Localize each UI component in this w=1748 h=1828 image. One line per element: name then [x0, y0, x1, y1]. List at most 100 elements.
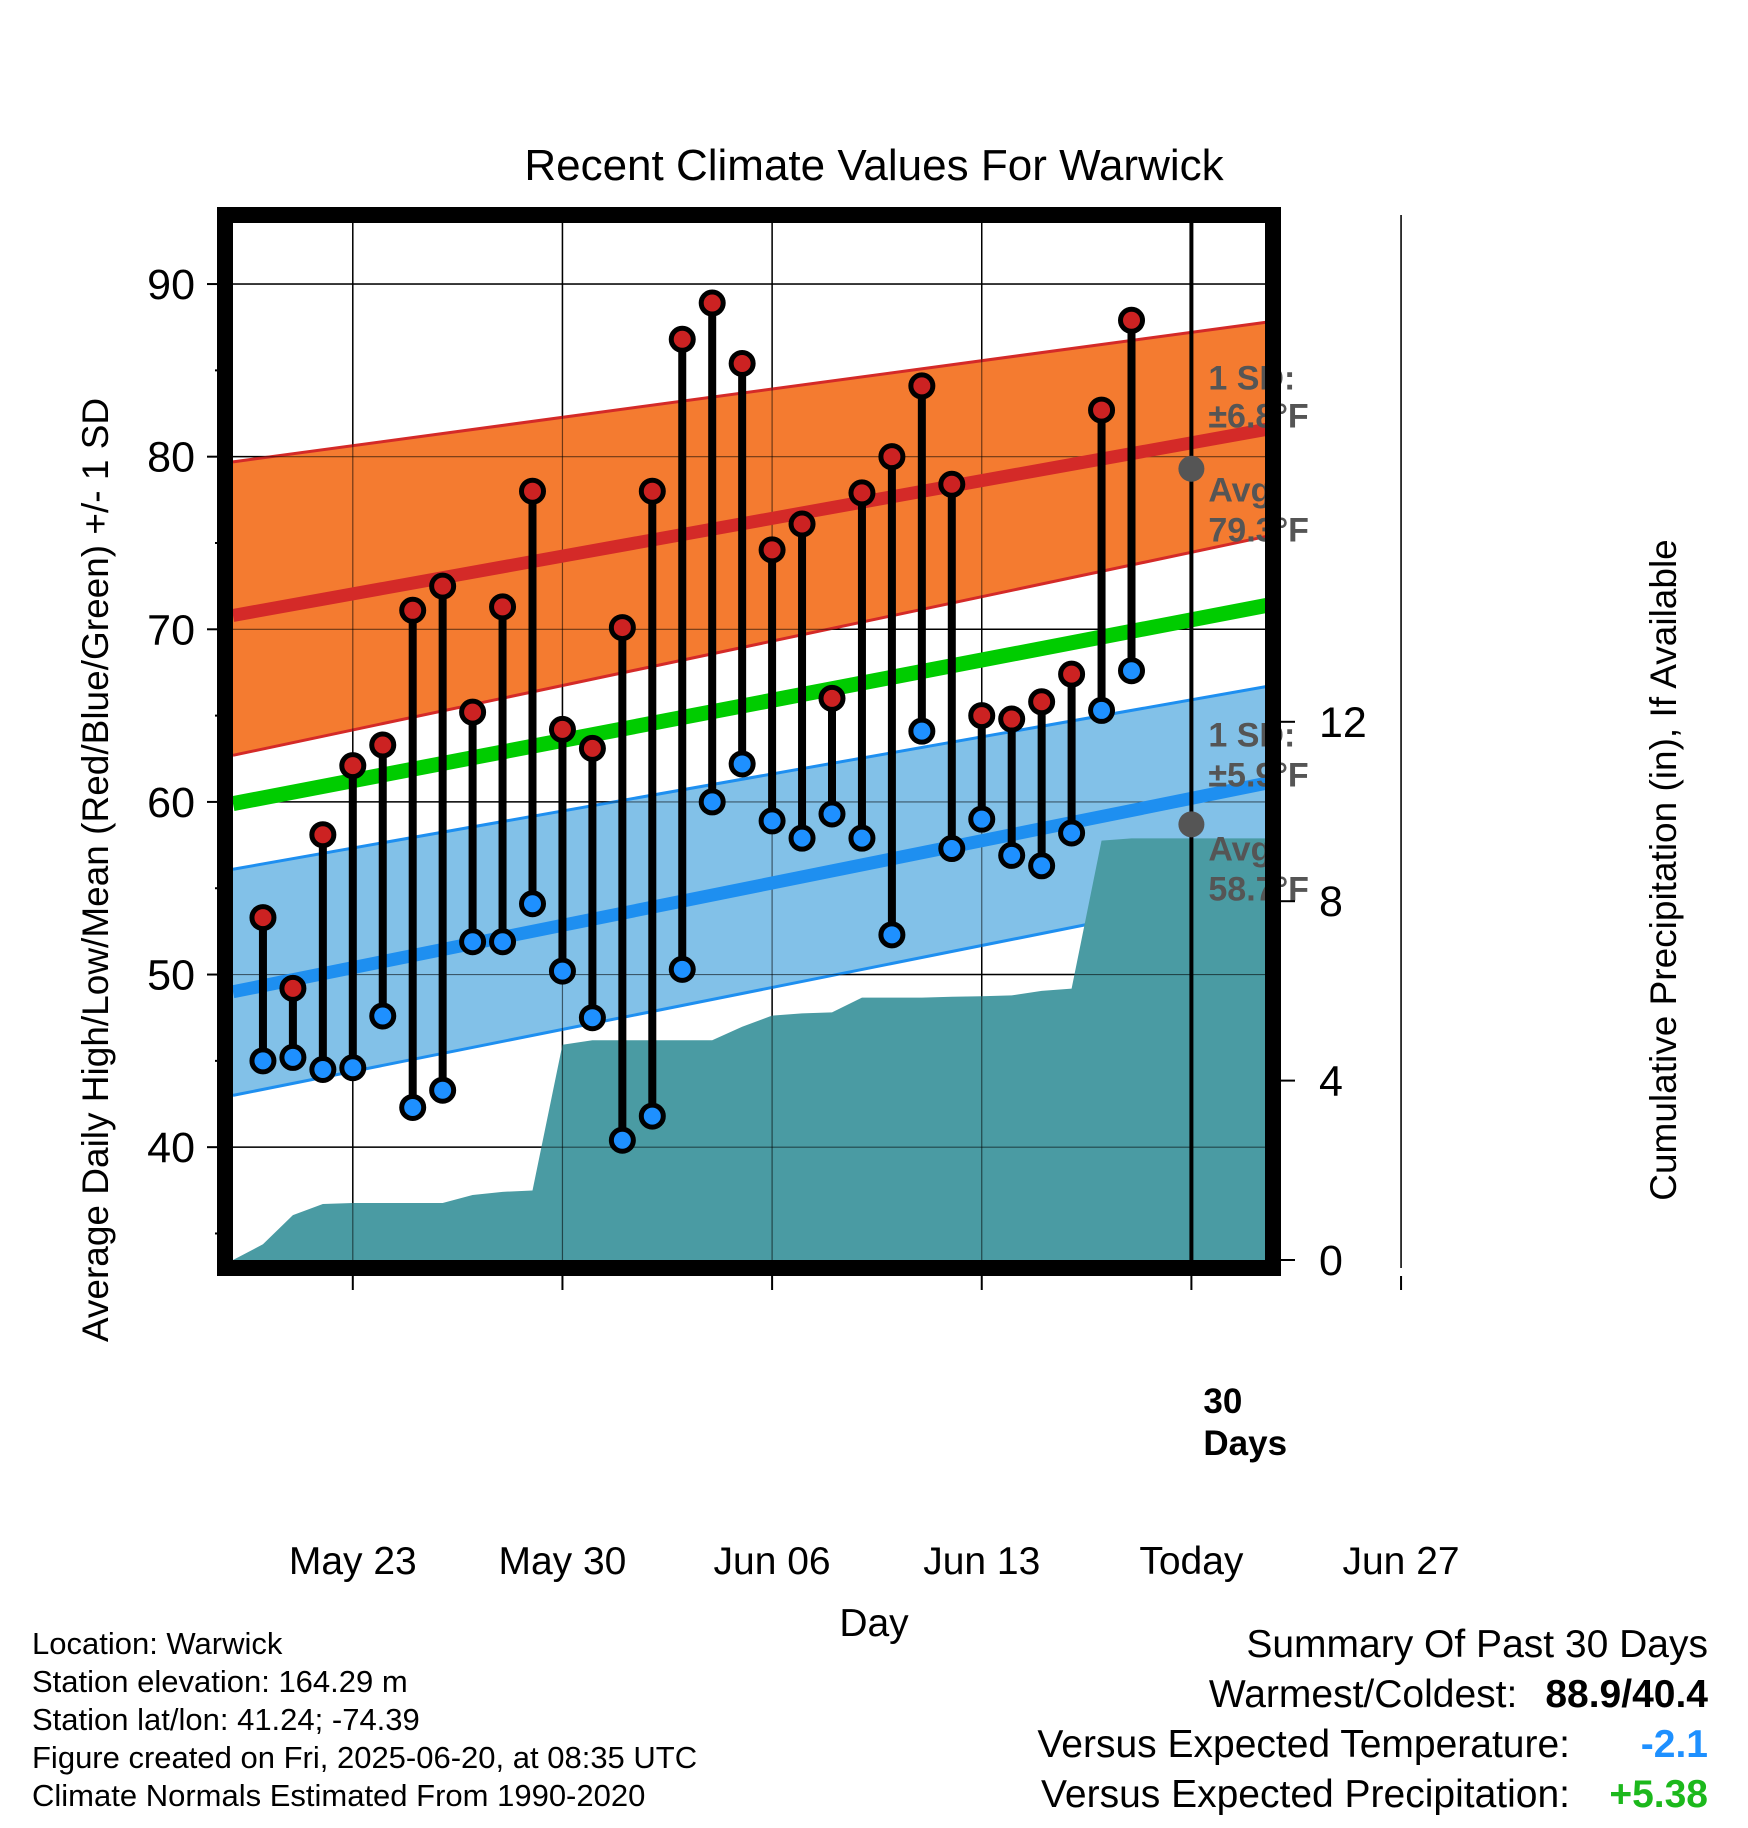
daily-low-point — [459, 928, 487, 956]
daily-high-point — [878, 443, 906, 471]
daily-low-point — [399, 1093, 427, 1121]
precip-deviation-row: Versus Expected Precipitation: +5.38 — [1037, 1770, 1708, 1820]
daily-low-point — [938, 835, 966, 863]
daily-high-point — [578, 734, 606, 762]
daily-high-point — [998, 705, 1026, 733]
daily-low-point — [1028, 852, 1056, 880]
daily-high-point — [429, 572, 457, 600]
low-avg-value: 58.7°F — [1208, 870, 1309, 908]
daily-high-point — [369, 731, 397, 759]
daily-high-point — [279, 974, 307, 1002]
normal-high-band — [233, 322, 1268, 756]
high-sd-value: ±6.8°F — [1208, 397, 1308, 435]
y-tick-label: 40 — [147, 1124, 195, 1172]
daily-low-point — [878, 921, 906, 949]
station-info: Location: Warwick Station elevation: 164… — [32, 1625, 697, 1815]
daily-low-point — [1058, 819, 1086, 847]
temp-deviation-label: Versus Expected Temperature: — [1037, 1723, 1570, 1766]
daily-high-point — [698, 289, 726, 317]
daily-low-point — [638, 1102, 666, 1130]
warmest-coldest-row: Warmest/Coldest: 88.9/40.4 — [1037, 1670, 1708, 1720]
plot-frame — [217, 207, 1281, 1276]
daily-high-point — [848, 479, 876, 507]
daily-low-point — [758, 807, 786, 835]
daily-low-point — [998, 841, 1026, 869]
x-tick-label: Jun 27 — [1342, 1540, 1459, 1583]
daily-low-point — [519, 890, 546, 918]
daily-high-point — [728, 349, 756, 377]
y-tick-label: 80 — [147, 434, 195, 482]
summary-title: Summary Of Past 30 Days — [1246, 1623, 1708, 1666]
daily-low-point — [309, 1055, 337, 1083]
daily-low-point — [968, 805, 996, 833]
daily-low-point — [489, 928, 517, 956]
daily-high-point — [1118, 306, 1145, 334]
daily-high-point — [908, 372, 936, 400]
y2-tick-label: 12 — [1319, 699, 1367, 747]
daily-low-point — [608, 1126, 636, 1154]
normal-mean-line — [231, 597, 1270, 812]
daily-low-point — [578, 1004, 606, 1032]
low-sd-value: ±5.9°F — [1208, 756, 1308, 794]
daily-high-point — [489, 593, 517, 621]
x-tick-label: Jun 13 — [923, 1540, 1040, 1583]
today-high-avg-point — [1178, 455, 1205, 482]
daily-high-point — [638, 477, 666, 505]
precip-deviation-label: Versus Expected Precipitation: — [1041, 1773, 1570, 1816]
daily-low-point — [369, 1002, 397, 1030]
normal-high-line — [231, 422, 1270, 622]
days-label-text: Days — [1203, 1424, 1287, 1463]
daily-low-point — [279, 1043, 307, 1071]
y-tick-label: 90 — [147, 261, 195, 309]
daily-high-point — [1058, 660, 1086, 688]
location-text: Location: Warwick — [32, 1626, 283, 1661]
normals-text: Climate Normals Estimated From 1990-2020 — [32, 1778, 646, 1813]
daily-low-point — [818, 800, 846, 828]
daily-high-point — [519, 477, 546, 505]
daily-low-point — [1118, 657, 1145, 685]
normal-high-band-lower — [232, 534, 1269, 757]
daily-low-point — [908, 717, 936, 745]
daily-low-point — [249, 1047, 277, 1075]
daily-high-point — [309, 821, 337, 849]
daily-low-point — [728, 750, 756, 778]
temp-deviation-row: Versus Expected Temperature: -2.1 — [1037, 1720, 1708, 1770]
warmest-coldest-label: Warmest/Coldest: — [1208, 1673, 1518, 1716]
daily-low-point — [429, 1076, 457, 1104]
x-tick-label: May 30 — [498, 1540, 626, 1583]
daily-high-point — [249, 904, 277, 932]
y-tick-label: 70 — [147, 606, 195, 654]
daily-high-point — [968, 702, 996, 730]
y2-tick-label: 8 — [1319, 878, 1343, 926]
daily-high-point — [339, 752, 367, 780]
daily-high-point — [608, 614, 636, 642]
daily-low-point — [1088, 696, 1116, 724]
daily-high-point — [758, 536, 786, 564]
chart-title: Recent Climate Values For Warwick — [524, 141, 1224, 190]
daily-high-point — [668, 325, 696, 353]
normal-low-line — [231, 776, 1270, 999]
x-tick-label: Jun 06 — [714, 1540, 831, 1583]
daily-low-point — [788, 824, 816, 852]
daily-high-point — [1028, 688, 1056, 716]
daily-low-point — [848, 824, 876, 852]
latlon-text: Station lat/lon: 41.24; -74.39 — [32, 1702, 420, 1737]
daily-high-point — [548, 715, 576, 743]
warmest-coldest-value: 88.9/40.4 — [1545, 1673, 1708, 1716]
daily-high-point — [818, 684, 846, 712]
precip-area — [233, 838, 1268, 1260]
daily-high-point — [1088, 396, 1116, 424]
x-tick-label: May 23 — [289, 1540, 417, 1583]
daily-high-point — [459, 698, 487, 726]
y-axis-label: Average Daily High/Low/Mean (Red/Blue/Gr… — [75, 398, 116, 1342]
summary-panel: Summary Of Past 30 Days Warmest/Coldest:… — [1037, 1620, 1708, 1820]
temp-deviation-value: -2.1 — [1640, 1723, 1708, 1766]
daily-low-point — [668, 955, 696, 983]
daily-low-point — [339, 1054, 367, 1082]
today-low-avg-point — [1178, 811, 1205, 838]
x-axis-label: Day — [839, 1602, 909, 1645]
daily-low-point — [548, 957, 576, 985]
y-tick-label: 50 — [147, 952, 195, 1000]
